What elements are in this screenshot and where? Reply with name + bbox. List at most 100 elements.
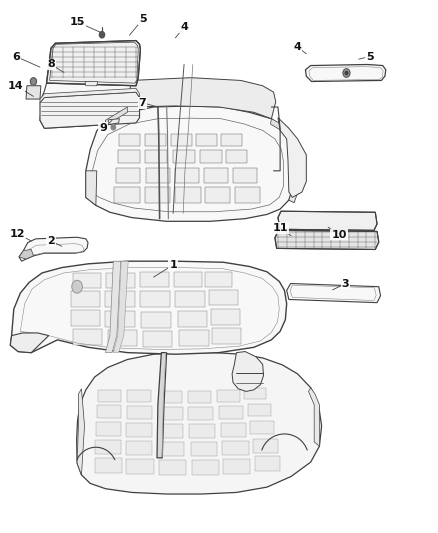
Bar bbox=[205, 187, 230, 203]
Bar bbox=[200, 150, 222, 164]
Bar bbox=[145, 150, 166, 164]
Bar bbox=[173, 150, 195, 164]
Text: 11: 11 bbox=[272, 223, 288, 233]
Bar bbox=[253, 439, 278, 453]
Polygon shape bbox=[46, 41, 141, 86]
Bar bbox=[96, 422, 121, 435]
Bar bbox=[98, 390, 121, 401]
Polygon shape bbox=[85, 82, 98, 86]
Bar bbox=[211, 309, 240, 325]
Bar bbox=[117, 167, 141, 182]
Bar bbox=[158, 442, 184, 456]
Bar bbox=[127, 423, 152, 437]
Circle shape bbox=[345, 71, 348, 75]
Bar bbox=[205, 272, 232, 287]
Bar bbox=[146, 167, 170, 182]
Bar bbox=[106, 311, 135, 327]
Polygon shape bbox=[11, 261, 287, 354]
Bar bbox=[175, 291, 205, 307]
Polygon shape bbox=[106, 107, 127, 126]
Polygon shape bbox=[108, 119, 120, 125]
Bar bbox=[177, 311, 207, 327]
Bar bbox=[226, 150, 247, 164]
Bar bbox=[95, 440, 121, 454]
Text: 4: 4 bbox=[180, 22, 188, 33]
Bar bbox=[141, 312, 171, 328]
Bar bbox=[127, 406, 152, 419]
Bar bbox=[219, 406, 244, 418]
Circle shape bbox=[30, 78, 36, 85]
Text: 9: 9 bbox=[99, 123, 107, 133]
Polygon shape bbox=[278, 211, 377, 230]
Bar bbox=[179, 330, 208, 346]
Text: 5: 5 bbox=[366, 52, 374, 61]
Text: 10: 10 bbox=[332, 230, 347, 240]
Polygon shape bbox=[275, 230, 379, 249]
Bar bbox=[73, 329, 102, 345]
Bar bbox=[221, 423, 246, 437]
Circle shape bbox=[111, 125, 116, 130]
Bar bbox=[255, 456, 280, 471]
Bar bbox=[204, 167, 228, 182]
Bar bbox=[143, 331, 172, 347]
Text: 14: 14 bbox=[8, 81, 24, 91]
Polygon shape bbox=[127, 78, 276, 119]
Bar bbox=[120, 134, 141, 146]
Polygon shape bbox=[86, 171, 97, 205]
Bar bbox=[71, 310, 100, 326]
Text: 2: 2 bbox=[47, 236, 55, 246]
Bar bbox=[196, 134, 217, 146]
Bar bbox=[221, 134, 242, 146]
Text: 1: 1 bbox=[169, 260, 177, 270]
Bar bbox=[106, 273, 135, 288]
Bar bbox=[223, 441, 249, 455]
Polygon shape bbox=[106, 261, 121, 353]
Bar bbox=[118, 150, 140, 164]
Bar bbox=[108, 330, 138, 346]
Bar bbox=[141, 272, 169, 287]
Bar bbox=[159, 460, 186, 475]
Bar bbox=[141, 292, 170, 308]
Bar bbox=[212, 328, 241, 344]
Bar bbox=[175, 187, 201, 203]
Text: 3: 3 bbox=[342, 279, 350, 288]
Polygon shape bbox=[40, 92, 140, 128]
Polygon shape bbox=[77, 353, 321, 494]
Bar bbox=[145, 134, 166, 146]
Bar bbox=[159, 407, 183, 419]
Bar bbox=[209, 290, 238, 305]
Text: 8: 8 bbox=[47, 60, 55, 69]
Bar bbox=[114, 187, 140, 203]
Polygon shape bbox=[19, 249, 33, 259]
Text: 12: 12 bbox=[10, 229, 25, 239]
Polygon shape bbox=[287, 284, 381, 303]
Bar bbox=[159, 391, 182, 402]
Polygon shape bbox=[308, 387, 319, 446]
Bar bbox=[217, 390, 240, 401]
Text: 7: 7 bbox=[139, 98, 146, 108]
Polygon shape bbox=[26, 86, 41, 99]
Bar bbox=[248, 403, 271, 416]
Bar bbox=[145, 187, 170, 203]
Bar bbox=[127, 459, 153, 474]
Bar bbox=[95, 458, 122, 473]
Polygon shape bbox=[232, 352, 264, 391]
Polygon shape bbox=[86, 106, 293, 221]
Polygon shape bbox=[305, 64, 386, 82]
Circle shape bbox=[99, 31, 105, 38]
Polygon shape bbox=[278, 118, 306, 197]
Text: 5: 5 bbox=[139, 14, 146, 25]
Bar bbox=[97, 405, 121, 418]
Bar bbox=[191, 442, 217, 456]
Polygon shape bbox=[113, 261, 128, 353]
Bar bbox=[223, 459, 251, 474]
Bar bbox=[106, 292, 135, 308]
Bar bbox=[175, 167, 199, 182]
Bar bbox=[235, 187, 260, 203]
Bar bbox=[73, 273, 101, 288]
Bar bbox=[244, 387, 266, 399]
Circle shape bbox=[72, 280, 82, 293]
Text: 6: 6 bbox=[12, 52, 20, 61]
Bar bbox=[187, 391, 211, 402]
Bar bbox=[171, 134, 192, 146]
